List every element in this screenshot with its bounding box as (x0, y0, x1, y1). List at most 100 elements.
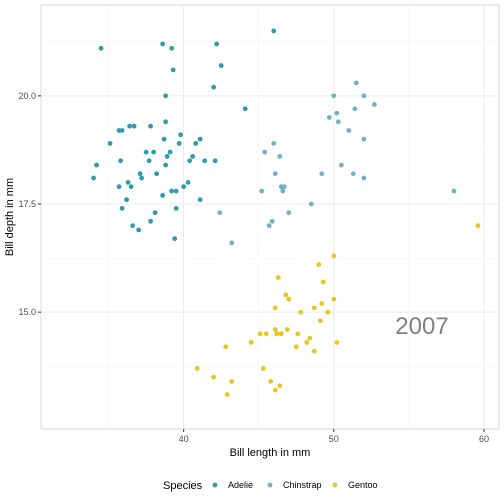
point-gentoo (304, 340, 310, 345)
point-chinstrap (361, 175, 367, 181)
legend-label-gentoo: Gentoo (348, 480, 378, 490)
point-adelie (242, 106, 248, 112)
point-adelie (128, 184, 134, 190)
point-adelie (130, 223, 136, 229)
point-gentoo (275, 275, 281, 280)
point-adelie (152, 210, 158, 216)
point-gentoo (268, 379, 274, 384)
point-gentoo (229, 379, 235, 384)
point-adelie (118, 158, 123, 164)
legend-label-chinstrap: Chinstrap (283, 480, 322, 490)
point-chinstrap (451, 188, 457, 194)
point-gentoo (284, 327, 290, 332)
point-chinstrap (262, 149, 268, 155)
point-adelie (160, 41, 166, 47)
point-adelie (139, 175, 145, 181)
point-adelie (146, 158, 152, 164)
point-adelie (214, 41, 220, 47)
x-axis-ticks: 40 50 60 (179, 429, 489, 444)
point-chinstrap (352, 106, 358, 112)
point-adelie (173, 188, 179, 194)
point-adelie (119, 205, 125, 211)
point-adelie (170, 67, 176, 73)
point-chinstrap (217, 210, 223, 216)
point-gentoo (320, 279, 326, 285)
point-gentoo (317, 318, 323, 324)
point-gentoo (311, 348, 317, 354)
point-gentoo (277, 383, 283, 389)
point-adelie (136, 227, 142, 233)
point-adelie (187, 158, 193, 164)
point-adelie (91, 175, 96, 181)
point-gentoo (224, 391, 230, 397)
point-chinstrap (269, 218, 275, 224)
point-adelie (137, 171, 143, 177)
point-gentoo (283, 292, 289, 298)
point-adelie (143, 149, 149, 155)
y-tick-label: 20.0 (18, 91, 36, 101)
point-chinstrap (331, 93, 337, 99)
point-chinstrap (319, 171, 325, 177)
point-chinstrap (361, 93, 367, 99)
point-adelie (197, 136, 203, 142)
point-chinstrap (308, 201, 314, 207)
point-adelie (169, 45, 175, 51)
point-adelie (163, 162, 169, 168)
point-adelie (148, 123, 154, 129)
point-chinstrap (335, 119, 341, 125)
point-adelie (124, 197, 129, 203)
point-gentoo (475, 223, 481, 229)
point-adelie (173, 205, 179, 211)
point-chinstrap (259, 188, 265, 194)
point-adelie (116, 184, 122, 190)
point-adelie (163, 119, 169, 125)
point-adelie (202, 158, 208, 164)
point-adelie (131, 123, 137, 129)
point-adelie (154, 171, 160, 177)
point-chinstrap (350, 171, 356, 177)
legend-key-gentoo (332, 482, 338, 488)
point-chinstrap (338, 162, 344, 168)
x-tick-label: 60 (479, 434, 489, 444)
grid-minor (41, 5, 499, 429)
y-axis-title: Bill depth in mm (4, 178, 16, 256)
point-gentoo (272, 327, 278, 332)
point-adelie (94, 162, 99, 168)
point-gentoo (248, 340, 254, 345)
point-adelie (197, 197, 203, 203)
point-chinstrap (229, 240, 235, 246)
y-tick-label: 17.5 (18, 199, 36, 209)
point-adelie (185, 179, 191, 185)
point-gentoo (263, 331, 269, 337)
point-adelie (160, 192, 166, 198)
point-adelie (151, 149, 157, 155)
point-adelie (176, 141, 182, 146)
legend-key-adelie (212, 482, 218, 488)
point-gentoo (274, 331, 280, 337)
point-gentoo (334, 340, 340, 345)
point-chinstrap (353, 80, 359, 86)
point-adelie (119, 128, 125, 133)
point-chinstrap (286, 210, 292, 216)
point-chinstrap (280, 188, 286, 194)
point-adelie (163, 93, 169, 99)
point-adelie (193, 141, 199, 146)
point-chinstrap (361, 136, 367, 142)
point-chinstrap (266, 223, 272, 229)
data-points (91, 28, 481, 397)
point-adelie (148, 218, 154, 224)
point-adelie (98, 45, 104, 51)
point-chinstrap (334, 110, 340, 116)
point-chinstrap (326, 115, 332, 120)
point-gentoo (257, 331, 263, 337)
legend-label-adelie: Adelie (228, 480, 253, 490)
point-gentoo (278, 331, 284, 337)
point-gentoo (272, 305, 278, 311)
point-adelie (178, 132, 184, 138)
point-gentoo (194, 366, 200, 371)
point-chinstrap (346, 128, 352, 133)
point-adelie (181, 184, 187, 190)
point-gentoo (311, 305, 317, 311)
point-chinstrap (281, 184, 287, 190)
point-adelie (164, 154, 170, 159)
